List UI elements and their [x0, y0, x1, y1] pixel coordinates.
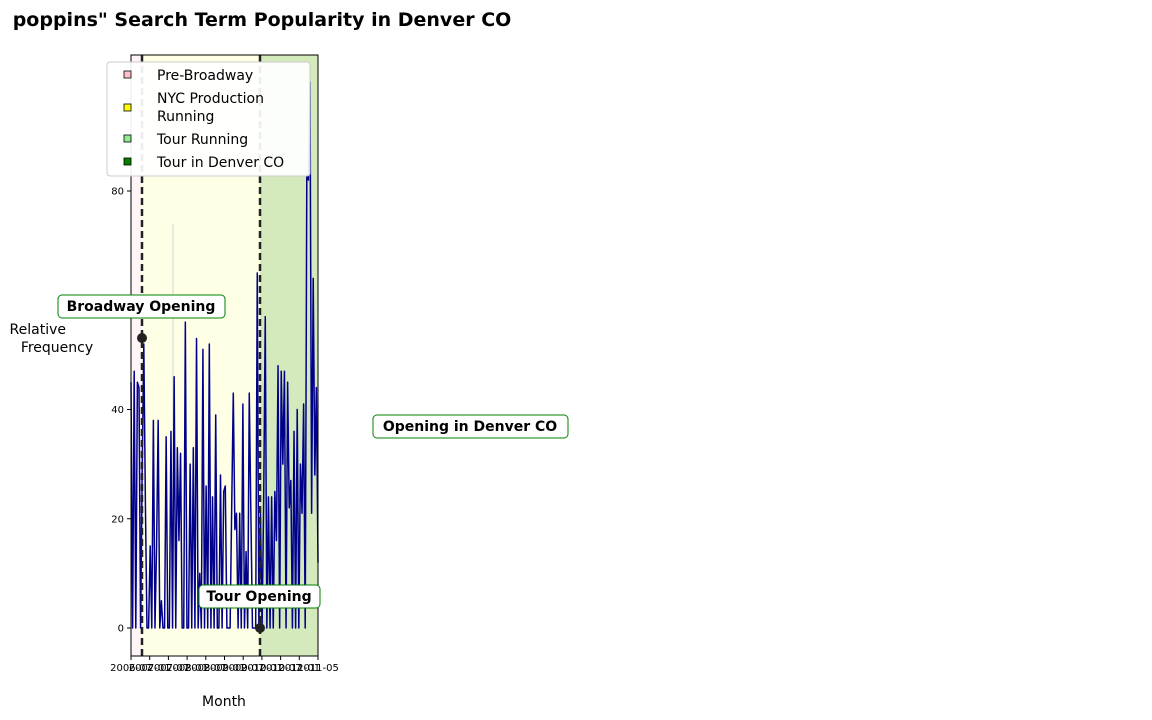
x-axis: 2006-072007-012007-072008-012008-072009-…	[110, 656, 339, 674]
annotation-broadway-opening-text: Broadway Opening	[67, 299, 216, 315]
legend-swatch-tour-denver	[123, 157, 132, 166]
legend-swatch-nyc-production	[123, 103, 132, 112]
x-tick-label: 2009-01	[204, 663, 246, 674]
y-tick-label: 20	[111, 514, 124, 525]
y-axis-label-line2: Frequency	[21, 340, 93, 356]
y-axis: 0 20 40 80	[111, 187, 131, 635]
legend-frame	[106, 61, 311, 177]
legend-label-nyc-production: NYC Production Running	[157, 91, 268, 125]
series-line	[130, 81, 319, 629]
x-tick-label: 2006-07	[110, 663, 152, 674]
y-axis-label: Relative Frequency	[10, 322, 94, 356]
legend-swatch-pre-broadway	[123, 70, 132, 79]
annotation-denver-opening-text: Opening in Denver CO	[383, 419, 557, 435]
legend-label-nyc-line2: Running	[157, 109, 214, 125]
y-axis-label-line1: Relative	[10, 322, 66, 338]
annotation-box	[198, 584, 321, 609]
x-tick-label: 2008-07	[185, 663, 227, 674]
legend-label-tour-running: Tour Running	[156, 132, 248, 148]
annotation-broadway-opening: Broadway Opening	[57, 294, 226, 319]
annotation-tour-opening: Tour Opening	[198, 584, 321, 609]
series-layer	[130, 81, 319, 629]
legend-label-pre-broadway: Pre-Broadway	[157, 68, 253, 84]
tour-opening-marker	[255, 623, 265, 633]
x-axis-label: Month	[202, 694, 246, 710]
annotation-box	[372, 414, 569, 439]
y-tick-label: 80	[111, 187, 124, 198]
broadway-opening-marker	[137, 333, 147, 343]
x-tick-label: 2007-07	[148, 663, 190, 674]
y-tick-label: 40	[111, 405, 124, 416]
x-tick-label: 2010-01	[241, 663, 283, 674]
legend-label-nyc-line1: NYC Production	[157, 91, 264, 107]
x-tick-label: 2011-01	[278, 663, 320, 674]
x-tick-label: 2008-01	[166, 663, 208, 674]
x-tick-label: 2011-05	[297, 663, 339, 674]
period-pre-broadway	[131, 55, 142, 656]
annotation-box	[57, 294, 226, 319]
annotation-tour-opening-text: Tour Opening	[206, 589, 311, 605]
y-tick-label: 0	[118, 624, 124, 635]
x-tick-label: 2009-07	[222, 663, 264, 674]
legend: Pre-Broadway NYC Production Running Tour…	[106, 61, 311, 177]
x-tick-label: 2007-01	[129, 663, 171, 674]
legend-label-tour-denver: Tour in Denver CO	[156, 155, 284, 171]
chart-title: poppins" Search Term Popularity in Denve…	[13, 9, 512, 31]
annotation-denver-opening: Opening in Denver CO	[372, 414, 569, 439]
x-tick-label: 2010-07	[260, 663, 302, 674]
legend-swatch-tour-running	[123, 134, 132, 143]
